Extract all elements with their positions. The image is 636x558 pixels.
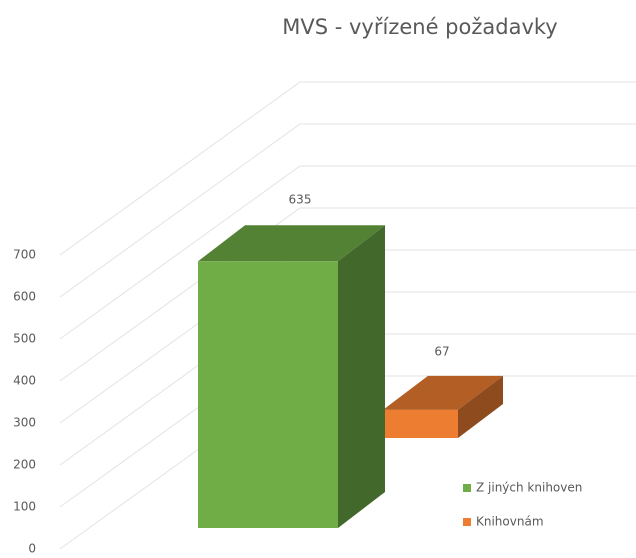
data-label: 67 [434, 345, 449, 359]
grid-line [59, 81, 636, 256]
grid-line [59, 165, 636, 340]
y-tick-label: 200 [13, 458, 36, 472]
legend-swatch [463, 518, 471, 526]
bar [198, 261, 338, 528]
bar-side [338, 225, 385, 529]
chart-title: MVS - vyřízené požadavky [282, 15, 557, 39]
grid-line [59, 123, 636, 298]
y-tick-label: 300 [13, 416, 36, 430]
legend-swatch [463, 484, 471, 492]
y-tick-label: 0 [28, 542, 36, 556]
data-label: 635 [289, 193, 312, 207]
legend-label: Z jiných knihoven [476, 481, 582, 495]
y-tick-label: 700 [13, 248, 36, 262]
y-tick-label: 400 [13, 374, 36, 388]
y-tick-label: 500 [13, 332, 36, 346]
y-tick-label: 600 [13, 290, 36, 304]
bar-side [458, 375, 503, 438]
y-tick-label: 100 [13, 500, 36, 514]
bar-top [198, 225, 385, 262]
legend-label: Knihovnám [476, 515, 544, 529]
bar [383, 409, 458, 438]
grid-line [59, 207, 636, 382]
bar-top [383, 375, 503, 410]
